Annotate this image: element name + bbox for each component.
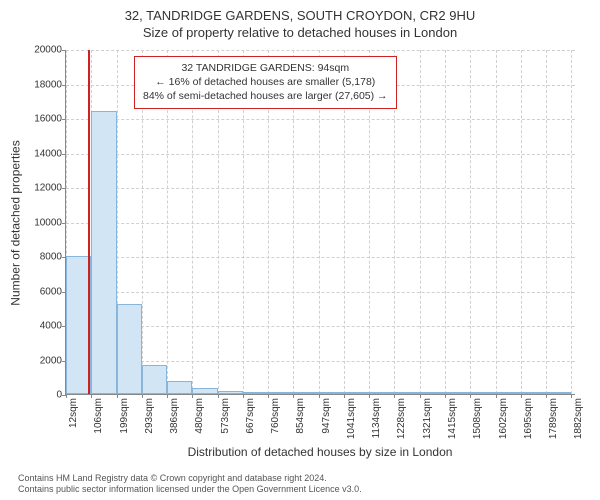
gridline-v [496,50,497,394]
histogram-bar [192,388,217,394]
ytick-label: 8000 [40,252,66,263]
xtick-label: 480sqm [194,398,205,434]
xtick-mark [521,394,522,398]
xtick-mark [470,394,471,398]
histogram-bar [521,392,546,394]
ytick-label: 2000 [40,355,66,366]
chart-title: 32, TANDRIDGE GARDENS, SOUTH CROYDON, CR… [0,0,600,23]
histogram-bar [369,392,394,394]
xtick-label: 1602sqm [498,398,509,439]
xtick-mark [369,394,370,398]
xtick-label: 573sqm [220,398,231,434]
y-axis-label: Number of detached properties [8,50,24,395]
ytick-label: 18000 [34,79,66,90]
histogram-bar [142,365,167,394]
histogram-bar [420,392,445,394]
ytick-label: 6000 [40,286,66,297]
xtick-label: 1228sqm [396,398,407,439]
histogram-bar [319,392,344,394]
xtick-label: 1882sqm [573,398,584,439]
histogram-bar [167,381,192,394]
xtick-mark [66,394,67,398]
ytick-label: 12000 [34,183,66,194]
gridline-v [571,50,572,394]
gridline-v [470,50,471,394]
xtick-label: 1041sqm [346,398,357,439]
annotation-line3: 84% of semi-detached houses are larger (… [143,89,388,103]
chart-subtitle: Size of property relative to detached ho… [0,23,600,40]
xtick-label: 293sqm [144,398,155,434]
xtick-label: 1789sqm [548,398,559,439]
ytick-label: 4000 [40,321,66,332]
reference-line [88,50,90,394]
annotation-box: 32 TANDRIDGE GARDENS: 94sqm ← 16% of det… [134,56,397,109]
y-axis-label-text: Number of detached properties [9,140,23,305]
xtick-label: 667sqm [245,398,256,434]
xtick-mark [243,394,244,398]
xtick-mark [571,394,572,398]
ytick-label: 10000 [34,217,66,228]
histogram-bar [445,392,470,394]
xtick-label: 1508sqm [472,398,483,439]
histogram-bar [496,392,521,394]
annotation-line2: ← 16% of detached houses are smaller (5,… [143,75,388,89]
histogram-bar [394,392,419,394]
gridline-v [521,50,522,394]
xtick-label: 106sqm [93,398,104,434]
histogram-bar [243,392,268,394]
xtick-mark [344,394,345,398]
histogram-bar [268,392,293,394]
xtick-mark [218,394,219,398]
xtick-mark [319,394,320,398]
xtick-mark [420,394,421,398]
gridline-v [546,50,547,394]
xtick-label: 12sqm [68,398,79,428]
xtick-label: 854sqm [295,398,306,434]
histogram-bar [293,392,318,394]
histogram-bar [470,392,495,394]
ytick-label: 14000 [34,148,66,159]
xtick-mark [268,394,269,398]
xtick-label: 760sqm [270,398,281,434]
histogram-bar [344,392,369,394]
footer-line2: Contains public sector information licen… [18,484,600,496]
histogram-bar [117,304,142,394]
x-axis-label: Distribution of detached houses by size … [65,445,575,459]
xtick-label: 947sqm [321,398,332,434]
xtick-mark [445,394,446,398]
gridline-v [420,50,421,394]
plot-inner: 0200040006000800010000120001400016000180… [65,50,575,395]
xtick-label: 1415sqm [447,398,458,439]
ytick-label: 0 [56,390,66,401]
xtick-label: 1695sqm [523,398,534,439]
histogram-bar [91,111,116,394]
xtick-mark [496,394,497,398]
xtick-mark [117,394,118,398]
xtick-label: 199sqm [119,398,130,434]
xtick-label: 1134sqm [371,398,382,438]
ytick-label: 16000 [34,114,66,125]
gridline-v [445,50,446,394]
histogram-bar [218,391,243,394]
xtick-label: 386sqm [169,398,180,434]
xtick-mark [167,394,168,398]
xtick-mark [142,394,143,398]
histogram-bar [546,392,571,394]
xtick-mark [546,394,547,398]
ytick-label: 20000 [34,45,66,56]
xtick-label: 1321sqm [422,398,433,439]
plot-area: 0200040006000800010000120001400016000180… [65,50,575,395]
footer: Contains HM Land Registry data © Crown c… [0,473,600,496]
footer-line1: Contains HM Land Registry data © Crown c… [18,473,600,485]
annotation-line1: 32 TANDRIDGE GARDENS: 94sqm [143,61,388,75]
